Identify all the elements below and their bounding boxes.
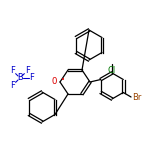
Text: F: F — [10, 81, 15, 90]
Text: Br: Br — [132, 93, 141, 102]
Text: B: B — [17, 74, 23, 83]
Text: O: O — [52, 78, 57, 86]
Text: F: F — [29, 74, 35, 83]
Text: F: F — [10, 66, 15, 75]
Text: •: • — [62, 78, 66, 83]
Text: F: F — [25, 66, 30, 75]
Text: Cl: Cl — [108, 66, 116, 75]
